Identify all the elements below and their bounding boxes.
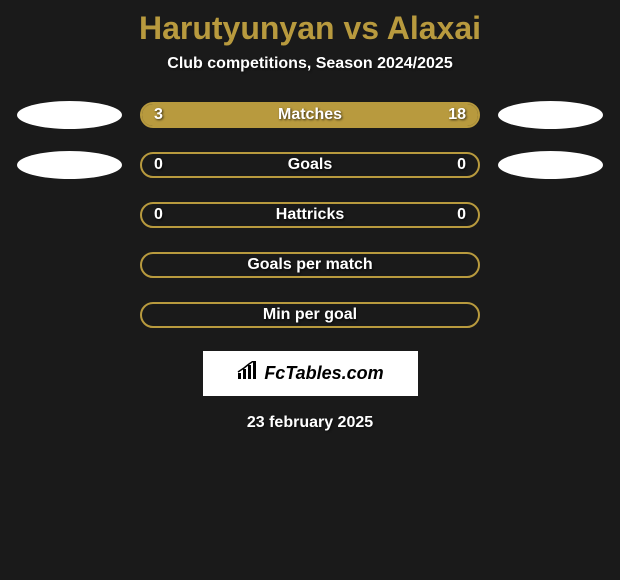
stat-label: Goals [288,156,332,174]
stat-bar: 0 Hattricks 0 [140,202,480,228]
stat-value-right: 0 [457,206,466,224]
oval-placeholder [17,251,122,279]
stat-label: Min per goal [263,306,357,324]
page-title: Harutyunyan vs Alaxai [0,10,620,47]
stat-value-left: 0 [154,156,163,174]
stat-value-left: 3 [154,106,163,124]
stat-value-left: 0 [154,206,163,224]
stat-label: Matches [278,106,342,124]
stat-row: 0 Hattricks 0 [0,201,620,229]
oval-placeholder [498,201,603,229]
stat-label: Goals per match [247,256,372,274]
player-oval-left [17,101,122,129]
oval-placeholder [17,301,122,329]
stat-label: Hattricks [276,206,344,224]
stat-bar: 0 Goals 0 [140,152,480,178]
oval-placeholder [498,251,603,279]
chart-icon [236,361,260,386]
stat-value-right: 0 [457,156,466,174]
stats-list: 3 Matches 18 0 Goals 0 0 Hattricks 0 Goals per ma… [0,101,620,329]
stat-fill-left [142,104,202,126]
stat-row: Goals per match [0,251,620,279]
stat-bar: 3 Matches 18 [140,102,480,128]
logo-text: FcTables.com [264,363,383,384]
stat-bar: Min per goal [140,302,480,328]
oval-placeholder [17,201,122,229]
stat-value-right: 18 [448,106,466,124]
logo-box: FcTables.com [203,351,418,396]
date-text: 23 february 2025 [0,414,620,432]
stat-row: 3 Matches 18 [0,101,620,129]
stat-row: Min per goal [0,301,620,329]
player-oval-left [17,151,122,179]
stat-bar: Goals per match [140,252,480,278]
stat-row: 0 Goals 0 [0,151,620,179]
player-oval-right [498,151,603,179]
comparison-container: Harutyunyan vs Alaxai Club competitions,… [0,0,620,442]
oval-placeholder [498,301,603,329]
player-oval-right [498,101,603,129]
page-subtitle: Club competitions, Season 2024/2025 [0,55,620,73]
